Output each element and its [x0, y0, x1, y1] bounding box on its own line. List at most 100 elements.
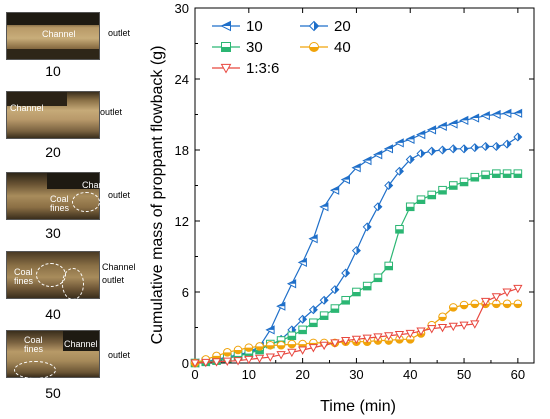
data-point: [448, 144, 458, 154]
data-point: [481, 141, 491, 151]
data-point: [351, 163, 361, 173]
legend-item: 40: [300, 39, 351, 56]
panel-image-20: [6, 91, 100, 139]
panel-number: 20: [45, 144, 61, 160]
x-tick-label: 60: [511, 367, 525, 382]
data-point: [308, 344, 319, 353]
data-point: [427, 325, 437, 334]
x-axis-label: Time (min): [320, 398, 396, 415]
data-point: [298, 325, 307, 335]
data-point: [319, 311, 329, 320]
y-tick-label: 30: [175, 1, 189, 16]
data-point: [201, 358, 211, 368]
plot-area: 0 10 20 30 40 50 60 0 6 12 18 24 30 10 20 30 40 1:3:6: [175, 1, 535, 382]
data-point: [448, 303, 458, 312]
data-point: [513, 169, 523, 178]
data-point: [330, 339, 340, 348]
data-point: [513, 132, 523, 142]
panel-number: 10: [45, 63, 61, 79]
panel-label-coal-fines: Coal fines: [24, 335, 44, 354]
data-point: [416, 130, 426, 140]
data-point: [287, 331, 297, 341]
x-tick-label: 50: [457, 367, 471, 382]
data-point: [265, 325, 275, 335]
data-point: [384, 332, 394, 341]
data-point: [394, 331, 405, 340]
data-point: [459, 115, 469, 126]
panel-label-coal-fines: Coal fines: [14, 267, 34, 286]
legend-label: 1:3:6: [246, 60, 279, 77]
data-point: [362, 156, 372, 166]
data-point: [512, 108, 523, 118]
data-point: [470, 320, 480, 329]
data-point: [287, 348, 297, 358]
y-tick-label: 6: [182, 285, 189, 300]
panel-outlet-label: outlet: [108, 190, 131, 200]
legend-label: 30: [246, 39, 263, 56]
series-0: [190, 108, 523, 368]
data-point: [265, 353, 275, 362]
legend-label: 20: [334, 18, 351, 35]
data-point: [437, 121, 447, 131]
data-point: [405, 134, 415, 144]
data-point: [319, 295, 329, 305]
legend-marker: [309, 42, 319, 52]
data-point: [469, 113, 480, 123]
data-point: [459, 144, 469, 154]
data-point: [255, 342, 264, 351]
data-point: [351, 335, 362, 345]
data-point: [276, 340, 286, 350]
data-point: [405, 335, 415, 344]
x-tick-label: 30: [349, 367, 363, 382]
data-point: [329, 185, 340, 195]
data-point: [287, 339, 297, 349]
data-point: [395, 224, 404, 234]
legend-item: 30: [212, 39, 263, 56]
y-axis-label: Cumulative mass of proppant flowback (g): [149, 46, 166, 345]
panel-label-channel: Channel: [64, 339, 98, 349]
data-point: [480, 111, 490, 121]
data-point: [286, 279, 297, 289]
data-point: [502, 108, 512, 118]
x-tick-label: 20: [295, 367, 309, 382]
data-point: [276, 301, 286, 311]
panel-number: 50: [45, 385, 61, 401]
data-point: [309, 318, 318, 328]
panel-label-channel: Channel: [42, 29, 76, 39]
data-point: [373, 202, 383, 212]
series-line: [194, 173, 518, 364]
data-point: [438, 185, 447, 195]
legend-label: 40: [334, 39, 351, 56]
data-point: [502, 288, 512, 297]
data-point: [254, 354, 265, 364]
data-point: [459, 321, 469, 330]
data-point: [190, 359, 200, 368]
data-point: [470, 143, 480, 153]
data-point: [480, 297, 491, 307]
data-point: [384, 261, 394, 271]
dashed-ellipse: [72, 192, 100, 212]
series-line: [194, 112, 518, 364]
data-point: [362, 334, 372, 343]
data-point: [341, 268, 351, 278]
data-point: [470, 299, 480, 309]
y-tick-label: 24: [175, 72, 189, 87]
data-point: [266, 340, 275, 350]
data-point: [222, 357, 232, 367]
panel-outlet-label: Channel outlet: [102, 262, 136, 285]
legend-marker: [308, 20, 320, 32]
data-point: [459, 300, 469, 310]
panel-label-channel: Channel: [82, 180, 116, 190]
data-point: [394, 166, 404, 176]
data-point: [244, 343, 254, 352]
data-point: [341, 336, 351, 346]
y-tick-label: 0: [182, 356, 189, 371]
data-point: [470, 172, 480, 182]
y-tick-label: 12: [175, 214, 189, 229]
panel-number: 30: [45, 225, 61, 241]
data-point: [405, 202, 415, 212]
panel-label-channel: Channel: [10, 103, 44, 113]
dashed-ellipse: [14, 361, 56, 379]
data-point: [373, 333, 383, 342]
data-point: [340, 174, 350, 185]
